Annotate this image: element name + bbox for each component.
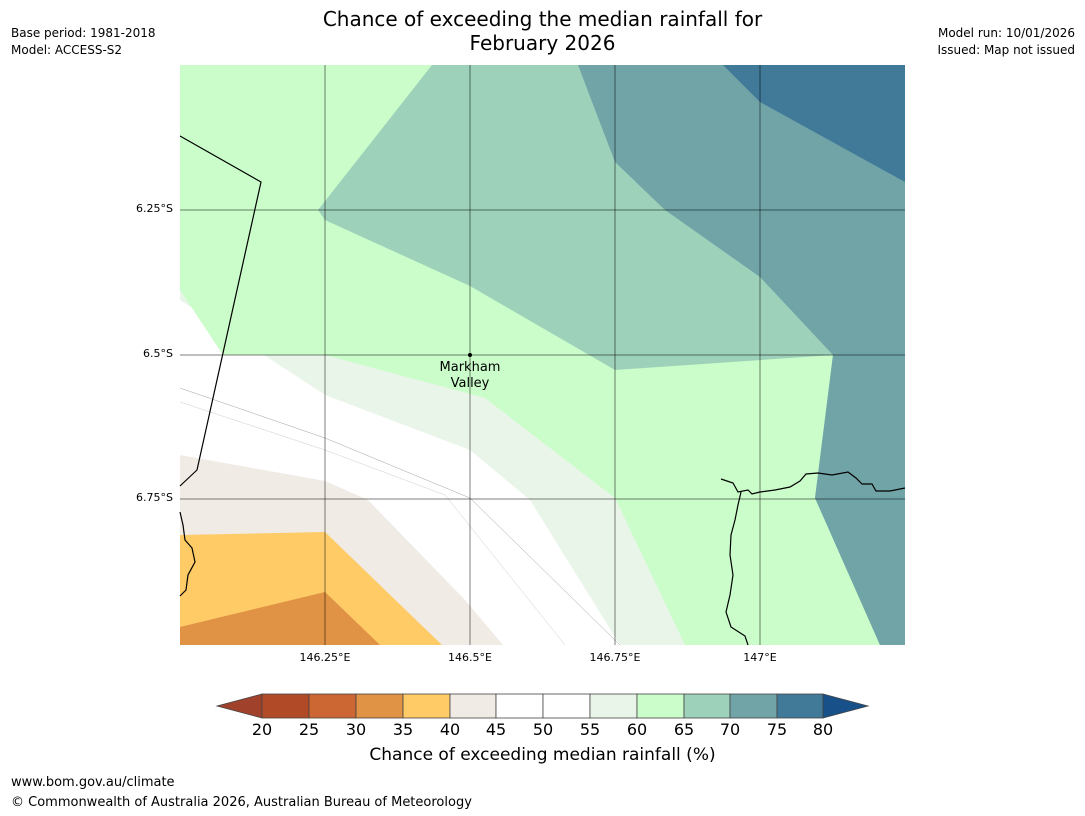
footer-url[interactable]: www.bom.gov.au/climate: [11, 775, 175, 790]
meta-left: Base period: 1981-2018 Model: ACCESS-S2: [11, 25, 156, 59]
cb-label-55: 55: [579, 720, 601, 739]
colorbar: [215, 693, 870, 719]
model-name: Model: ACCESS-S2: [11, 43, 123, 57]
lat-tick-6-25: 6.25°S: [136, 202, 173, 215]
cb-75-80: [776, 693, 824, 719]
issued-status: Issued: Map not issued: [937, 43, 1075, 57]
band-30-35: [180, 592, 380, 645]
cb-40-45: [449, 693, 497, 719]
base-period: Base period: 1981-2018: [11, 26, 156, 40]
meta-right: Model run: 10/01/2026 Issued: Map not is…: [937, 25, 1075, 59]
cb-25-30: [308, 693, 357, 719]
colorbar-over-80: [822, 693, 870, 719]
cb-30-35: [355, 693, 404, 719]
cb-55-60: [589, 693, 638, 719]
cb-label-80: 80: [812, 720, 834, 739]
cb-label-30: 30: [345, 720, 367, 739]
cb-label-20: 20: [251, 720, 273, 739]
markham-valley-marker: [468, 353, 472, 357]
band-75-80: [723, 65, 905, 182]
cb-35-40: [402, 693, 451, 719]
lon-tick-146-75: 146.75°E: [589, 651, 641, 664]
cb-label-40: 40: [439, 720, 461, 739]
cb-label-35: 35: [392, 720, 414, 739]
cb-65-70: [683, 693, 731, 719]
international-border: [179, 135, 262, 487]
model-run: Model run: 10/01/2026: [937, 26, 1075, 40]
cb-50-55: [542, 693, 591, 719]
title-line-2: February 2026: [469, 31, 616, 55]
place-label-line-2: Valley: [450, 376, 490, 391]
colorbar-title: Chance of exceeding median rainfall (%): [369, 745, 716, 765]
map-title: Chance of exceeding the median rainfall …: [0, 7, 1085, 55]
cb-label-25: 25: [298, 720, 320, 739]
cb-20-25: [261, 693, 310, 719]
lon-tick-147: 147°E: [743, 651, 777, 664]
lat-tick-6-75: 6.75°S: [136, 491, 173, 504]
place-label: Markham Valley: [420, 360, 520, 392]
coastline-west: [179, 511, 196, 597]
cb-70-75: [729, 693, 778, 719]
cb-label-45: 45: [485, 720, 507, 739]
lon-tick-146-25: 146.25°E: [299, 651, 351, 664]
cb-label-70: 70: [719, 720, 741, 739]
coastline-east: [720, 471, 906, 495]
cb-label-75: 75: [766, 720, 788, 739]
cb-label-50: 50: [532, 720, 554, 739]
lat-tick-6-5: 6.5°S: [143, 347, 173, 360]
cb-60-65: [636, 693, 685, 719]
footer-copyright: © Commonwealth of Australia 2026, Austra…: [11, 795, 472, 810]
river: [725, 491, 749, 646]
cb-label-65: 65: [673, 720, 695, 739]
cb-label-60: 60: [626, 720, 648, 739]
lon-tick-146-5: 146.5°E: [448, 651, 492, 664]
colorbar-under-20: [215, 693, 263, 719]
place-label-line-1: Markham: [439, 360, 501, 375]
cb-45-50: [495, 693, 544, 719]
title-line-1: Chance of exceeding the median rainfall …: [322, 7, 763, 31]
